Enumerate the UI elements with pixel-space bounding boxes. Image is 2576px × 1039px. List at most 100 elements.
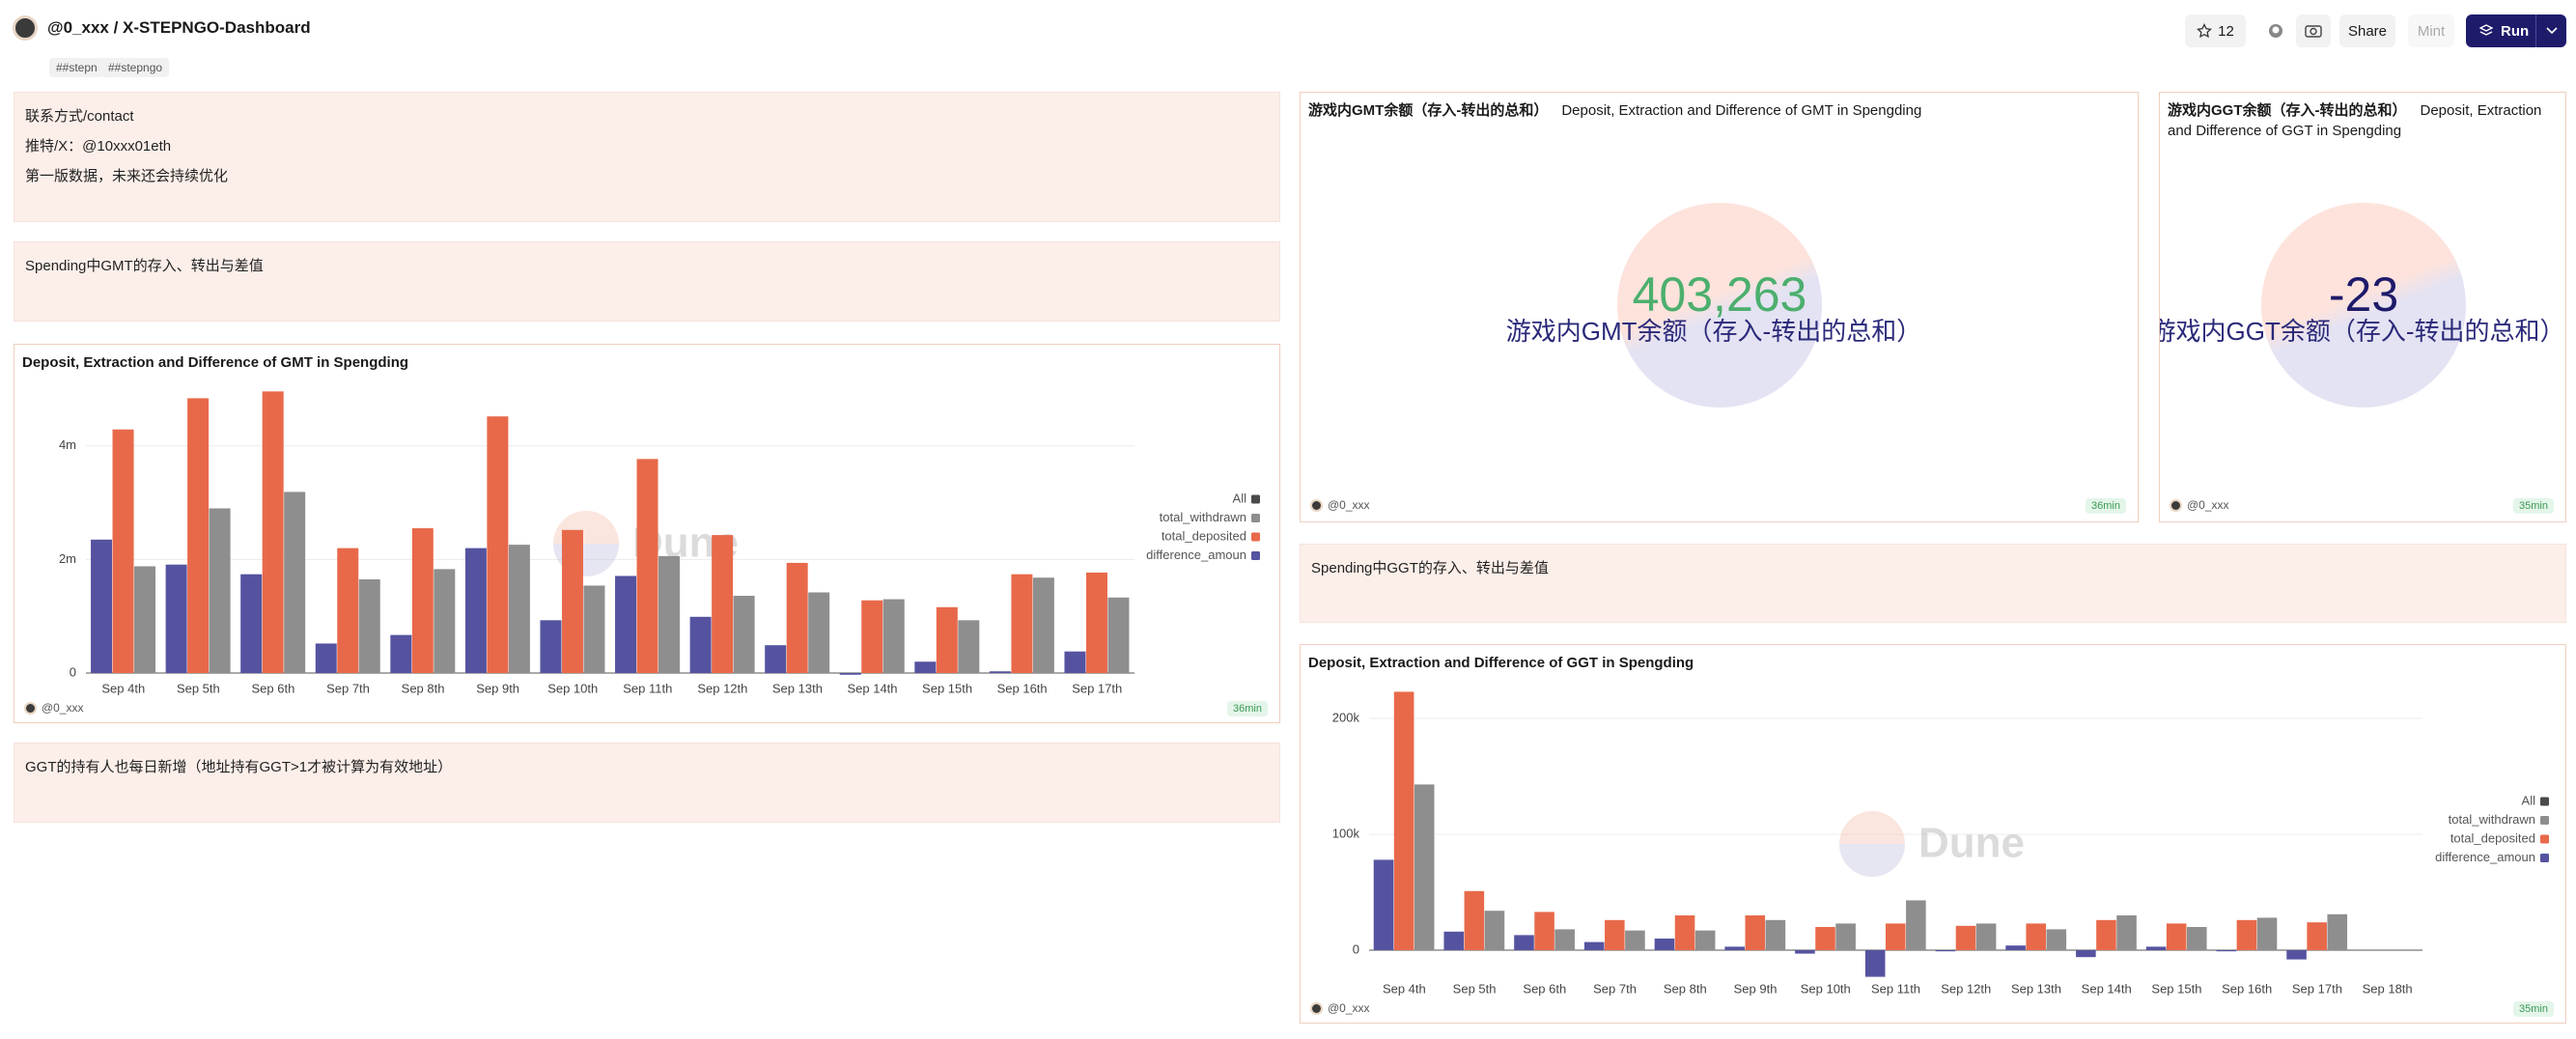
bar [1906,900,1926,950]
legend-label: total_deposited [1162,528,1246,543]
chart-panel: Deposit, Extraction and Difference of GM… [14,344,1280,723]
bar [187,398,210,673]
bar [1694,930,1716,950]
bar [1795,950,1815,954]
legend-swatch [2540,797,2549,806]
share-button[interactable]: Share [2339,14,2395,47]
github-button[interactable] [2259,14,2292,47]
author-name: @0_xxx [1328,1001,1370,1015]
star-icon [2197,23,2213,39]
bar [2005,945,2026,950]
x-tick-label: Sep 16th [2222,981,2272,996]
bar [1835,923,1856,950]
screenshot-button[interactable] [2296,14,2331,47]
bar [1064,651,1086,673]
x-tick-label: Sep 7th [1593,981,1637,996]
x-tick-label: Sep 14th [847,681,897,695]
bar [2286,950,2307,960]
author-avatar [1310,1001,1323,1015]
bar [2236,919,2257,950]
camera-icon [2305,25,2322,38]
legend-label: difference_amoun [2435,850,2535,864]
watermark-logo-half [1839,844,1905,877]
run-dropdown[interactable] [2535,14,2567,47]
legend-swatch [1251,514,1260,522]
bar [786,562,808,673]
author-avatar [1310,498,1323,512]
text-line: 推特/X：@10xxx01eth [25,138,172,154]
bar [1625,930,1645,950]
bar [464,548,487,673]
bar [315,643,337,673]
run-icon [2479,24,2493,36]
bar [839,673,861,675]
text-line: 第一版数据，未来还会持续优化 [25,168,229,184]
y-tick-label: 2m [59,551,76,566]
bar [2327,913,2348,950]
bar [1864,950,1886,977]
x-tick-label: Sep 10th [547,681,598,695]
x-tick-label: Sep 5th [177,681,220,695]
bar [1955,925,1976,950]
bar [712,535,734,673]
github-icon [2269,24,2282,38]
bar [508,545,530,673]
bar [636,459,658,673]
counter-value: 403,263 [1633,267,1807,322]
bar [989,671,1011,673]
x-tick-label: Sep 17th [1072,681,1122,695]
author-name: @0_xxx [2187,498,2229,512]
bar [1815,927,1835,950]
bar [1975,923,1997,950]
bar [134,566,156,673]
legend-label: All [1233,491,1247,505]
mint-button[interactable]: Mint [2408,14,2454,47]
x-tick-label: Sep 6th [1523,981,1566,996]
bar [689,616,712,673]
bar [1373,859,1394,950]
counter-panel: 游戏内GMT余额（存入-转出的总和） Deposit, Extraction an… [1300,92,2139,522]
bar [1107,597,1130,673]
bar [91,539,113,673]
counter-label: 游戏内GMT余额（存入-转出的总和） [1506,317,1921,346]
chart: 0 100k 200k Dune Sep 4th Sep 5th Sep 6th Sep 7t… [1332,691,2549,996]
bar [1085,572,1107,673]
panel-title: 游戏内GGT余额（存入-转出的总和） Deposit, Extraction an… [2168,100,2546,141]
y-tick-label: 200k [1332,710,1360,724]
counter-circle [1617,203,1822,407]
watermark-text: Dune [1918,820,2025,867]
bar [2166,923,2187,950]
star-button[interactable]: 12 [2185,14,2246,47]
bar [262,391,284,673]
tag[interactable]: ##stepn [49,58,104,77]
bar [733,596,755,673]
tag[interactable]: ##stepngo [101,58,170,77]
counter-label: 游戏内GGT余额（存入-转出的总和） [2160,317,2565,346]
x-tick-label: Sep 18th [2363,981,2413,996]
bar [2216,950,2237,952]
bar [882,599,905,673]
text-panel: GGT的持有人也每日新增（地址持有GGT>1才被计算为有效地址） [14,743,1280,823]
bar [2256,917,2278,950]
text-panel: Spending中GGT的存入、转出与差值 [1300,544,2566,623]
x-tick-label: Sep 8th [1664,981,1707,996]
bar [487,416,509,673]
y-tick-label: 4m [59,437,76,452]
run-button[interactable]: Run [2466,14,2566,47]
panel-title: 游戏内GMT余额（存入-转出的总和） Deposit, Extraction an… [1308,100,2118,121]
footer-author: @0_xxx [24,701,84,715]
x-tick-label: Sep 4th [1383,981,1426,996]
bar [1935,950,1956,952]
x-tick-label: Sep 4th [101,681,145,695]
bar [540,620,562,673]
author-name: @0_xxx [1328,498,1370,512]
author-name: @0_xxx [42,701,84,715]
dashboard-title: @0_xxx / X-STEPNGO-Dashboard [47,18,311,37]
y-tick-label: 0 [70,664,76,679]
bar [1032,577,1054,673]
bar [337,548,359,673]
bar [1393,691,1414,950]
bar [1464,890,1485,950]
